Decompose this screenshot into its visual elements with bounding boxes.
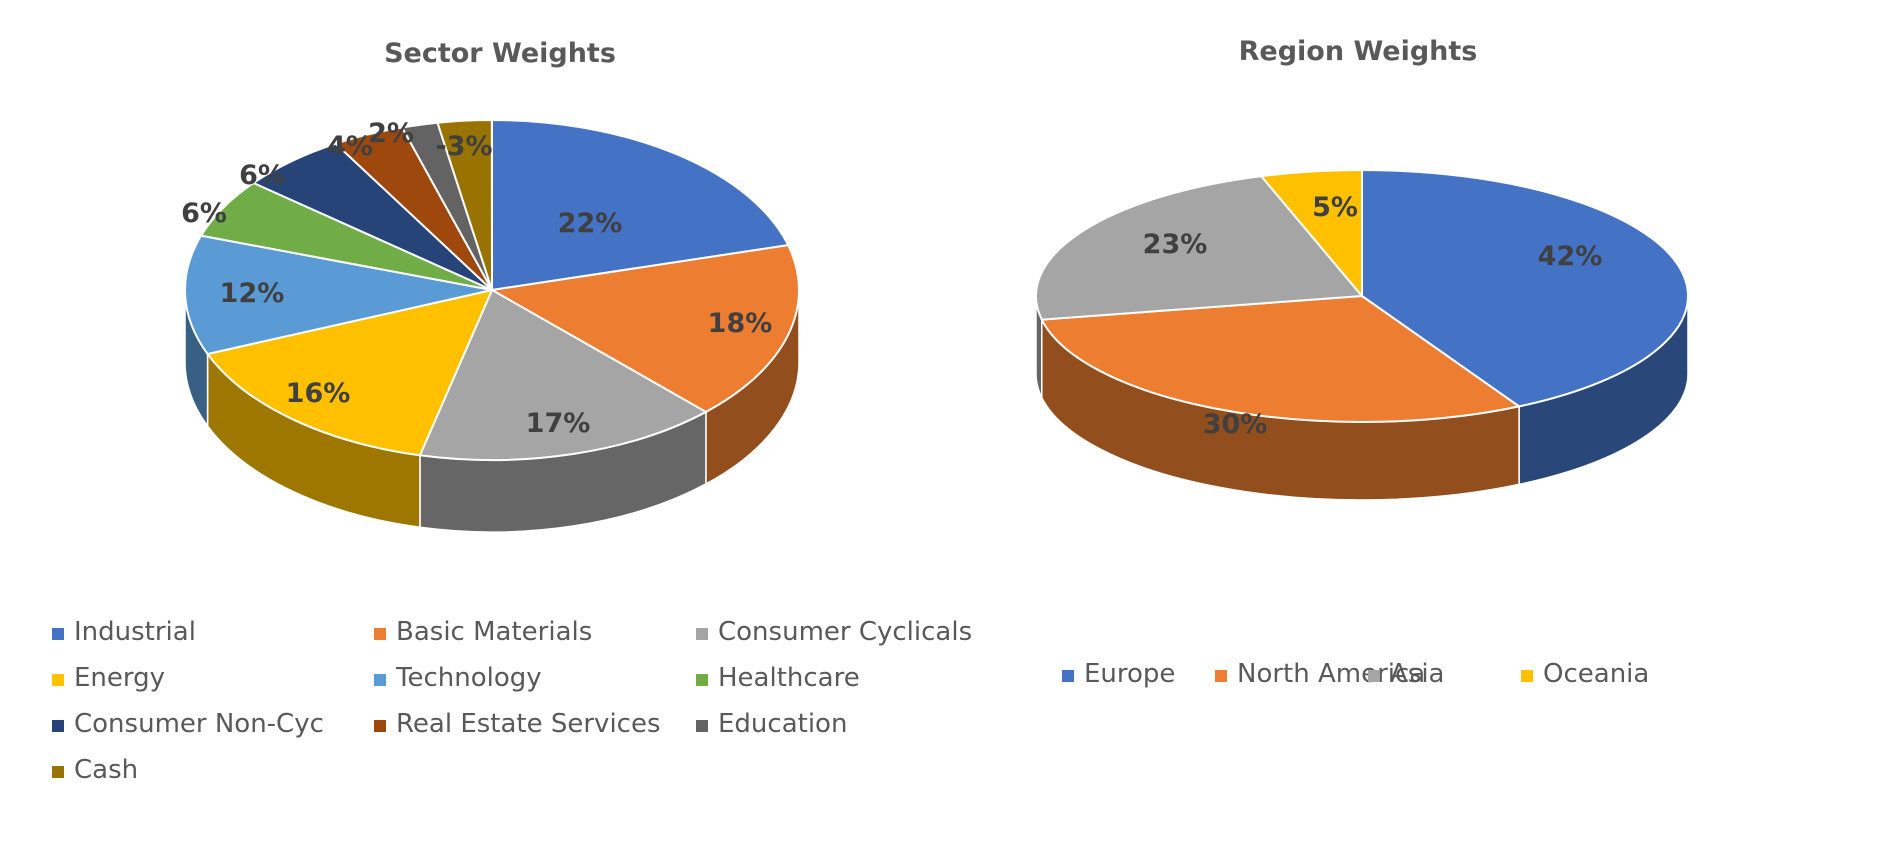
sector-weights-side-walls	[184, 289, 800, 533]
slice-technology	[184, 234, 493, 356]
legend-item-real-estate-services: Real Estate Services	[374, 709, 661, 739]
legend-swatch	[696, 720, 708, 732]
legend-swatch	[1521, 670, 1533, 682]
legend-item-asia: Asia	[1368, 659, 1445, 689]
sector-chart-title: Sector Weights	[384, 38, 616, 69]
legend-swatch	[374, 674, 386, 686]
legend-item-cash: Cash	[52, 755, 138, 785]
sector-pie	[184, 118, 800, 533]
legend-item-oceania: Oceania	[1521, 659, 1649, 689]
data-label-basic-materials: 18%	[708, 308, 773, 339]
legend-label: Industrial	[74, 617, 196, 647]
sector-data-labels: 22% 18% 17% 16% 12% 6% 6% 4%2% -3%	[181, 118, 772, 439]
legend-swatch	[52, 766, 64, 778]
data-label-cash: -3%	[435, 131, 492, 162]
legend-label: Consumer Cyclicals	[718, 617, 972, 647]
legend-swatch	[1062, 670, 1074, 682]
sector-weights-chart: Sector Weights 22% 18% 17% 16% 12% 6% 6% 4%2% -3…	[52, 38, 972, 785]
legend-item-europe: Europe	[1062, 659, 1175, 689]
legend-label: Oceania	[1543, 659, 1649, 689]
data-label-north-america: 30%	[1203, 409, 1268, 440]
data-label-consumer-non-cyc: 6%	[239, 160, 285, 191]
slice-oceania	[1259, 168, 1363, 299]
legend-item-healthcare: Healthcare	[696, 663, 860, 693]
slice-basic-materials	[489, 244, 800, 414]
legend-swatch	[52, 628, 64, 640]
legend-label: Consumer Non-Cyc	[74, 709, 324, 739]
legend-label: Energy	[74, 663, 165, 693]
data-label-consumer-cyclicals: 17%	[526, 408, 591, 439]
sector-legend: Industrial Basic Materials Consumer Cyclic…	[52, 617, 972, 785]
legend-swatch	[696, 628, 708, 640]
legend-swatch	[1368, 670, 1380, 682]
legend-label: Asia	[1390, 659, 1445, 689]
legend-item-technology: Technology	[374, 663, 542, 693]
legend-item-basic-materials: Basic Materials	[374, 617, 592, 647]
data-label-energy: 16%	[286, 378, 351, 409]
legend-label: Basic Materials	[396, 617, 592, 647]
legend-item-energy: Energy	[52, 663, 165, 693]
legend-swatch	[1215, 670, 1227, 682]
slice-consumer-cyclicals	[418, 288, 708, 461]
legend-swatch	[52, 674, 64, 686]
legend-label: North America	[1237, 659, 1425, 689]
data-label-education: 2%	[368, 118, 414, 149]
data-label-healthcare: 6%	[181, 198, 227, 229]
legend-item-education: Education	[696, 709, 847, 739]
legend-label: Europe	[1084, 659, 1175, 689]
legend-swatch	[374, 720, 386, 732]
legend-swatch	[52, 720, 64, 732]
region-weights-chart: Region Weights 42% 30% 23% 5% Europe North A…	[1035, 36, 1689, 689]
legend-label: Technology	[395, 663, 542, 693]
region-chart-title: Region Weights	[1239, 36, 1478, 67]
data-label-real-estate-services: 4%	[327, 131, 373, 162]
legend-swatch	[696, 674, 708, 686]
data-label-europe: 42%	[1538, 241, 1603, 272]
slice-europe	[1361, 168, 1689, 408]
slice-energy	[205, 288, 494, 457]
legend-item-industrial: Industrial	[52, 617, 196, 647]
legend-label: Cash	[74, 755, 138, 785]
legend-label: Healthcare	[718, 663, 860, 693]
legend-item-north-america: North America	[1215, 659, 1425, 689]
legend-item-consumer-cyclicals: Consumer Cyclicals	[696, 617, 972, 647]
data-label-industrial: 22%	[558, 208, 623, 239]
data-label-oceania: 5%	[1312, 192, 1358, 223]
legend-label: Real Estate Services	[396, 709, 661, 739]
slice-cash	[436, 118, 493, 291]
data-label-asia: 23%	[1143, 229, 1208, 260]
legend-item-consumer-non-cyc: Consumer Non-Cyc	[52, 709, 324, 739]
region-data-labels: 42% 30% 23% 5%	[1143, 192, 1603, 440]
legend-swatch	[374, 628, 386, 640]
slice-asia	[1035, 175, 1365, 321]
data-label-technology: 12%	[220, 278, 285, 309]
slice-north-america	[1040, 294, 1522, 424]
slice-industrial	[491, 118, 790, 292]
region-pie	[1035, 168, 1689, 501]
legend-label: Education	[718, 709, 847, 739]
